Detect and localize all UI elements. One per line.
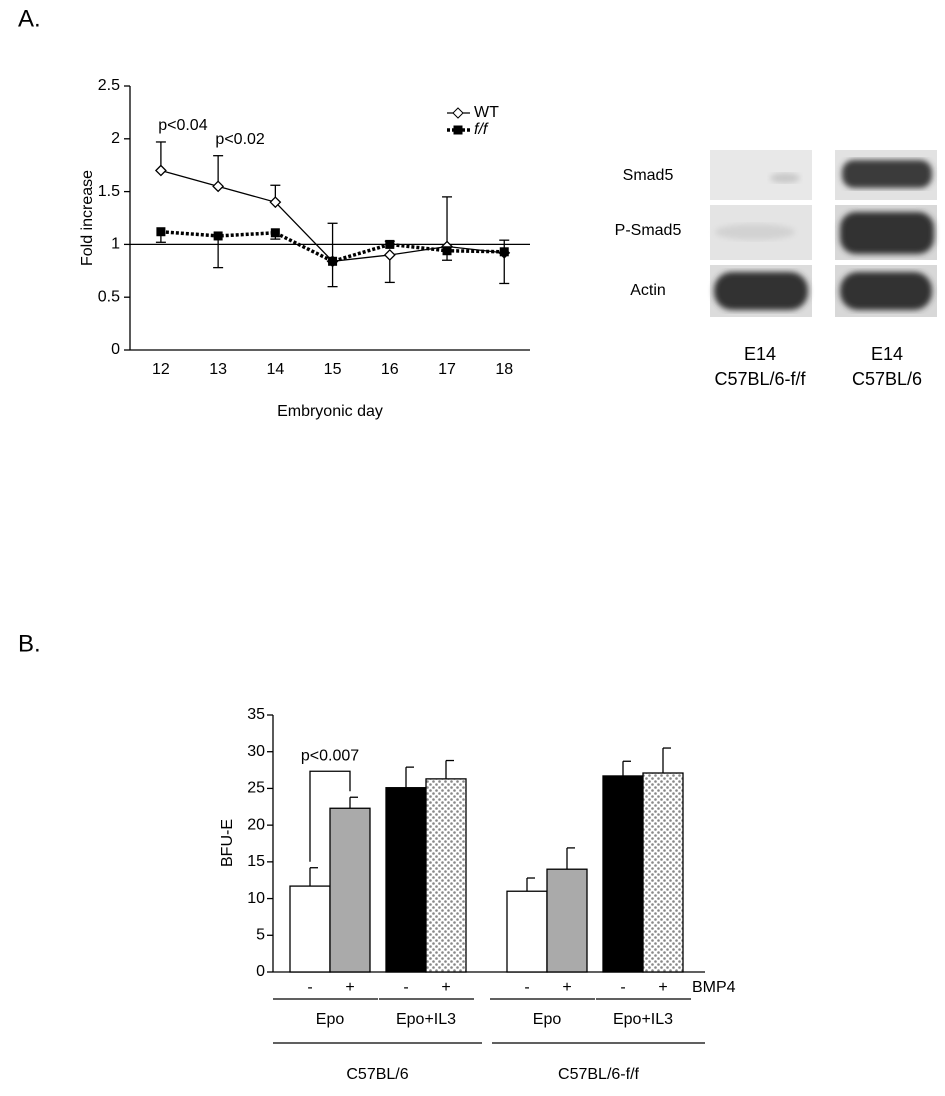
marker: [270, 228, 280, 238]
legend-marker: [453, 125, 463, 135]
y-tick-label: 20: [247, 816, 265, 833]
marker: [269, 196, 282, 209]
marker: [385, 239, 395, 249]
blot-lane-label: E14: [744, 344, 776, 364]
x-tick-label: -: [524, 979, 529, 996]
blot-lane-label: C57BL/6: [852, 369, 922, 389]
y-tick-label: 0.5: [98, 288, 120, 305]
marker: [383, 249, 396, 261]
annotation: p<0.04: [158, 117, 207, 134]
bar: [425, 778, 467, 973]
blot: [710, 150, 937, 317]
supergroup-label: C57BL/6: [346, 1066, 408, 1083]
x-tick-label: +: [658, 979, 667, 996]
bar: [329, 807, 371, 973]
y-tick-label: 2.5: [98, 77, 120, 94]
y-tick-label: 1.5: [98, 183, 120, 200]
bar: [642, 772, 684, 973]
bar: [385, 787, 427, 973]
panel-label: A.: [18, 5, 41, 32]
x-tick-label: +: [562, 979, 571, 996]
y-axis-title: BFU-E: [219, 819, 236, 867]
marker: [213, 231, 223, 241]
y-tick-label: 1: [111, 236, 120, 253]
bar: [602, 775, 644, 973]
marker: [442, 246, 452, 256]
x-tick-label: 13: [209, 361, 227, 378]
blot-row-label: Actin: [630, 282, 666, 299]
x-tick-label: +: [345, 979, 354, 996]
legend-label: WT: [474, 104, 499, 121]
annotation: p<0.02: [215, 131, 264, 148]
marker: [154, 164, 167, 177]
y-tick-label: 25: [247, 780, 265, 797]
group-label: Epo+IL3: [396, 1011, 456, 1028]
marker: [212, 180, 225, 193]
y-tick-label: 30: [247, 743, 265, 760]
significance-bracket: [309, 770, 351, 862]
y-tick-label: 35: [247, 706, 265, 723]
blot-row-label: Smad5: [623, 167, 674, 184]
y-tick-label: 5: [256, 927, 265, 944]
legend-label: f/f: [474, 121, 489, 138]
y-tick-label: 10: [247, 890, 265, 907]
marker: [156, 227, 166, 237]
x-tick-label: 14: [266, 361, 284, 378]
y-tick-label: 15: [247, 853, 265, 870]
group-label: Epo: [533, 1011, 562, 1028]
supergroup-label: C57BL/6-f/f: [558, 1066, 639, 1083]
bar: [289, 885, 331, 973]
x-tick-label: 15: [324, 361, 342, 378]
panel-label: B.: [18, 630, 41, 657]
blot-lane-label: E14: [871, 344, 903, 364]
y-tick-label: 0: [256, 963, 265, 980]
x-tick-label: 12: [152, 361, 170, 378]
category-title: BMP4: [692, 979, 736, 996]
x-tick-label: -: [620, 979, 625, 996]
marker: [328, 256, 338, 266]
x-tick-label: 17: [438, 361, 456, 378]
x-tick-label: 16: [381, 361, 399, 378]
legend-marker: [452, 107, 464, 119]
y-tick-label: 0: [111, 341, 120, 358]
x-axis-title: Embryonic day: [277, 403, 383, 420]
marker: [499, 247, 509, 257]
x-tick-label: -: [403, 979, 408, 996]
x-tick-label: -: [307, 979, 312, 996]
bar: [546, 868, 588, 973]
y-tick-label: 2: [111, 130, 120, 147]
annotation: p<0.007: [301, 747, 359, 764]
blot-row-label: P-Smad5: [615, 222, 682, 239]
blot-lane-label: C57BL/6-f/f: [714, 369, 806, 389]
bar: [506, 890, 548, 973]
group-label: Epo: [316, 1011, 345, 1028]
group-label: Epo+IL3: [613, 1011, 673, 1028]
x-tick-label: +: [441, 979, 450, 996]
x-tick-label: 18: [495, 361, 513, 378]
y-axis-title: Fold increase: [79, 170, 96, 266]
